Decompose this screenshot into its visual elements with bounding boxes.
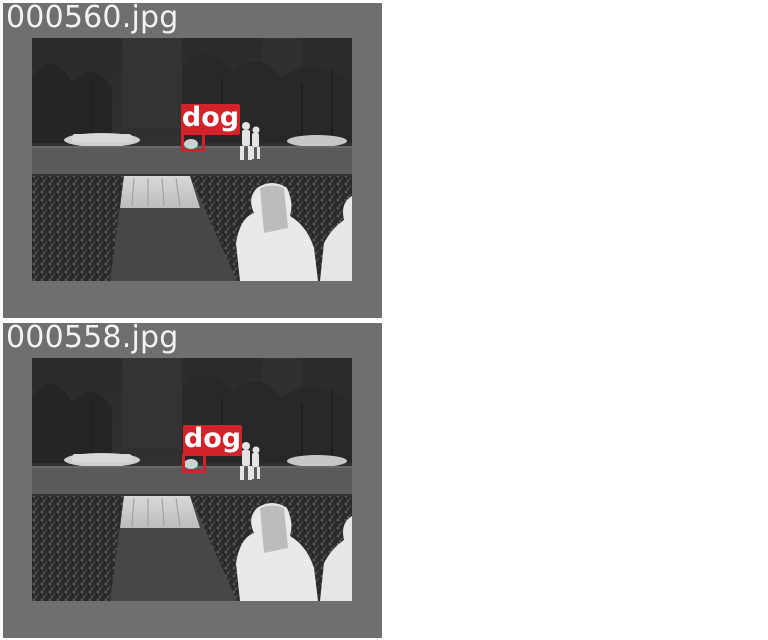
detection-label: dog: [183, 423, 242, 456]
thermal-image: dog: [32, 358, 352, 601]
scene-image: [32, 358, 352, 601]
image-panel: 000558.jpg dog: [3, 323, 382, 638]
detection-label: dog: [181, 102, 240, 135]
detection-box: [181, 133, 205, 152]
filename-label: 000558.jpg: [6, 323, 179, 355]
filename-label: 000560.jpg: [6, 3, 179, 35]
scene-image: [32, 38, 352, 281]
thermal-image: dog: [32, 38, 352, 281]
image-panel: 000560.jpg dog: [3, 3, 382, 318]
detection-box: [182, 454, 206, 473]
